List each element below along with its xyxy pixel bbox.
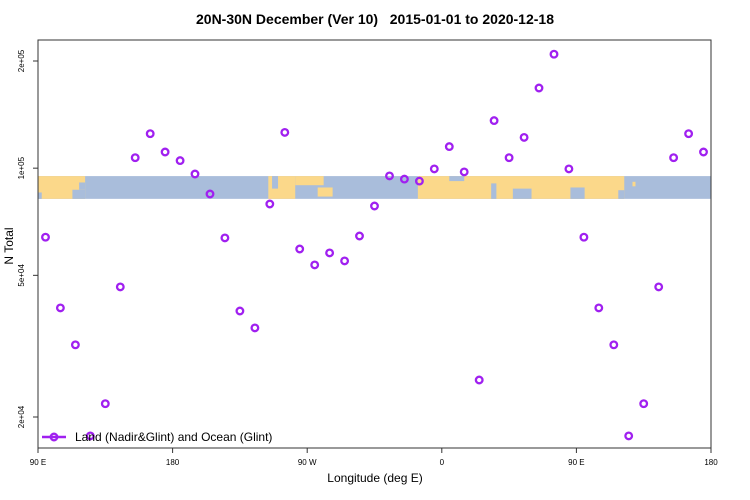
data-point (145, 129, 155, 139)
map-band-ocean-notch (570, 187, 585, 199)
x-tick-label: 180 (704, 458, 718, 467)
data-point (235, 306, 245, 316)
map-band-ocean-notch (491, 183, 497, 199)
data-point (549, 49, 559, 59)
legend-label: Land (Nadir&Glint) and Ocean (Glint) (75, 430, 272, 444)
data-point (639, 399, 649, 409)
data-point (325, 248, 335, 258)
plot-border (37, 39, 712, 449)
x-tick-label: 90 E (30, 458, 46, 467)
data-point (175, 156, 185, 166)
data-point (579, 232, 589, 242)
data-point (310, 260, 320, 270)
data-point (534, 83, 544, 93)
data-point (190, 169, 200, 179)
data-point (250, 323, 260, 333)
data-point (370, 201, 379, 211)
x-tick-label: 90 E (568, 458, 584, 467)
data-point (355, 231, 364, 241)
map-band-ocean-notch (449, 176, 465, 182)
data-point (41, 232, 50, 242)
data-point (564, 164, 574, 174)
map-band-ocean-notch (512, 188, 532, 199)
legend-marker-icon (49, 432, 59, 442)
data-point (385, 171, 394, 181)
map-band-land (632, 181, 636, 187)
data-point (519, 132, 529, 142)
map-band-land (295, 176, 324, 186)
data-point (684, 129, 694, 139)
data-point (205, 189, 215, 199)
data-point (85, 431, 95, 441)
data-point (399, 174, 409, 184)
data-point (70, 340, 80, 350)
data-point (444, 142, 454, 152)
x-axis-title: Longitude (deg E) (327, 471, 423, 485)
data-point (115, 282, 125, 292)
data-point (100, 399, 110, 409)
data-point (609, 340, 619, 350)
y-tick-label: 5e+04 (17, 264, 26, 287)
data-point (429, 164, 439, 174)
y-tick-label: 1e+05 (17, 156, 26, 179)
data-point (160, 147, 170, 157)
chart-title: 20N-30N December (Ver 10) 2015-01-01 to … (196, 11, 554, 27)
map-band-ocean-notch (38, 192, 42, 199)
x-tick-label: 90 W (298, 458, 317, 467)
map-band-ocean-notch (618, 190, 625, 199)
data-point (624, 431, 634, 441)
data-point (654, 282, 664, 292)
data-point (489, 116, 499, 126)
data-point (669, 153, 679, 163)
y-tick-label: 2e+05 (17, 49, 26, 72)
x-tick-label: 0 (440, 458, 445, 467)
data-point (130, 153, 140, 163)
data-point (504, 153, 514, 163)
data-point (459, 167, 469, 177)
map-band-ocean-notch (79, 182, 86, 190)
map-band-ocean-notch (272, 176, 279, 189)
data-point (280, 127, 290, 137)
data-point (295, 244, 305, 254)
data-point (220, 233, 230, 243)
x-tick-label: 180 (166, 458, 180, 467)
data-point (474, 375, 484, 385)
data-point (340, 256, 350, 266)
data-point (265, 199, 275, 209)
data-point (414, 176, 424, 186)
data-point (594, 303, 604, 313)
map-band-ocean-notch (72, 189, 86, 199)
data-point (699, 147, 708, 157)
map-band-land (317, 187, 333, 197)
y-tick-label: 2e+04 (17, 405, 26, 428)
data-point (55, 303, 65, 313)
